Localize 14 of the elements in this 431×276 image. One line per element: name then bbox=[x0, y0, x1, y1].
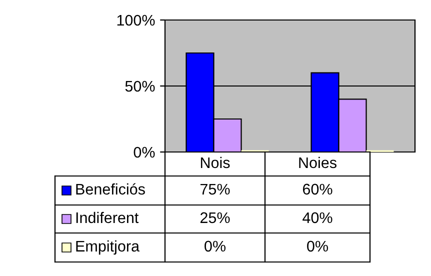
data-label: 25% bbox=[200, 212, 230, 224]
y-tick-label: 100% bbox=[117, 14, 155, 26]
data-label: 75% bbox=[200, 184, 230, 195]
legend-label: Beneficiós bbox=[76, 183, 145, 195]
y-tick-label: 50% bbox=[125, 80, 155, 92]
data-label: 0% bbox=[204, 240, 226, 252]
data-label: 40% bbox=[302, 212, 332, 224]
x-tick-label: Noies bbox=[299, 156, 336, 168]
legend-label: Empitjora bbox=[76, 240, 140, 255]
legend-label: Indiferent bbox=[76, 212, 139, 224]
data-label: 0% bbox=[307, 240, 328, 252]
data-label: 60% bbox=[302, 184, 332, 195]
y-tick-label: 0% bbox=[134, 146, 155, 158]
x-tick-label: Nois bbox=[200, 156, 230, 168]
